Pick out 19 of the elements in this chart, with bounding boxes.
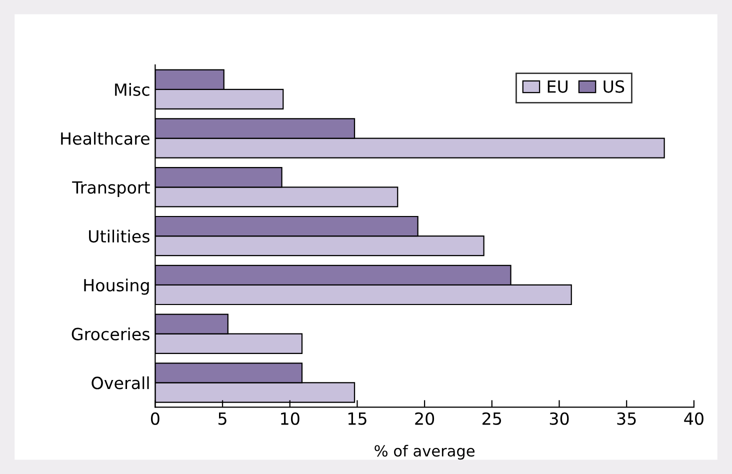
x-tick-label: 40	[684, 412, 704, 425]
y-tick-label: Healthcare	[61, 132, 150, 145]
x-tick-label: 20	[415, 412, 434, 425]
x-axis-title: % of average	[374, 444, 474, 460]
y-tick-label: Transport	[72, 181, 150, 197]
x-tick-label: 10	[281, 412, 300, 425]
y-tick-label: Groceries	[72, 328, 150, 340]
y-tick-label: Overall	[92, 376, 149, 390]
x-tick-label: 0	[150, 412, 160, 425]
y-tick-label: Utilities	[89, 230, 150, 243]
y-tick-label: Housing	[84, 278, 149, 295]
x-tick-label: 30	[550, 412, 569, 425]
y-tick-label: Misc	[115, 83, 150, 96]
x-tick-label: 35	[617, 412, 636, 425]
x-tick-label: 5	[218, 412, 226, 425]
x-tick-label: 25	[482, 412, 502, 425]
legend-label: US	[604, 80, 624, 93]
legend-label: EU	[548, 80, 568, 93]
x-tick-label: 15	[348, 412, 366, 425]
